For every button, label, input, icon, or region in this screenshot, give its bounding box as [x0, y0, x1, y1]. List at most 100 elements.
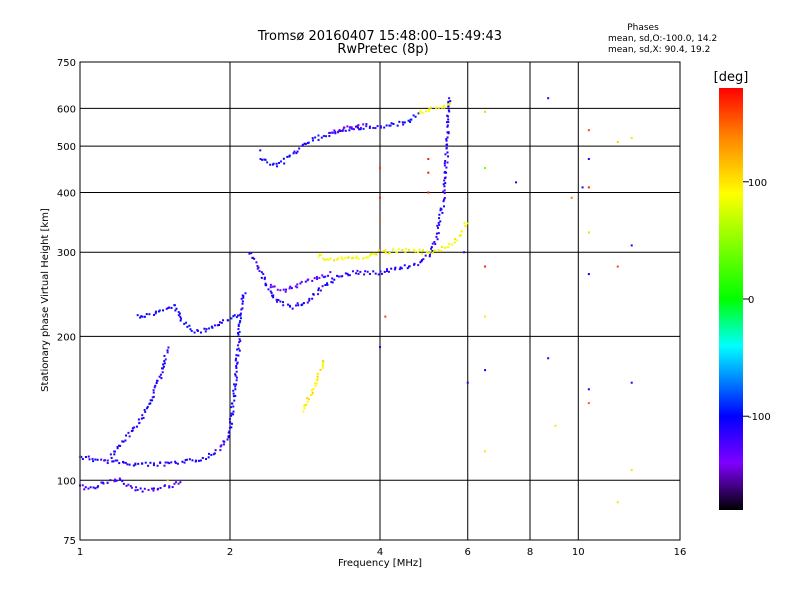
data-point: [164, 461, 167, 464]
data-point: [161, 371, 164, 374]
data-point: [239, 317, 242, 320]
data-point: [290, 287, 293, 290]
data-point: [346, 125, 349, 128]
data-point: [370, 252, 373, 255]
data-point: [312, 387, 315, 390]
data-point: [81, 458, 84, 461]
data-point: [152, 395, 155, 398]
data-point: [271, 294, 274, 297]
data-point: [547, 97, 550, 100]
data-point: [111, 460, 114, 463]
data-point: [379, 167, 381, 170]
data-point: [437, 221, 440, 224]
data-point: [144, 410, 147, 413]
data-point: [232, 405, 235, 408]
data-point: [286, 155, 289, 158]
data-point: [445, 138, 448, 141]
data-point: [441, 106, 444, 109]
data-point: [227, 431, 230, 434]
data-point: [176, 462, 179, 465]
data-point: [168, 486, 171, 489]
data-point: [131, 427, 134, 430]
data-point: [88, 458, 91, 461]
data-point: [264, 282, 267, 285]
data-point: [398, 268, 401, 271]
data-point: [119, 478, 122, 481]
data-point: [334, 130, 337, 133]
data-point: [259, 157, 262, 160]
data-point: [282, 301, 285, 304]
data-point: [116, 459, 119, 462]
data-point: [239, 339, 242, 342]
data-point: [201, 456, 204, 459]
data-point: [153, 462, 156, 465]
data-point: [177, 482, 180, 485]
data-point: [143, 408, 146, 411]
data-point: [296, 286, 299, 289]
data-point: [238, 321, 241, 324]
data-point: [365, 123, 368, 126]
data-point: [443, 106, 446, 109]
data-point: [179, 319, 182, 322]
data-point: [204, 330, 207, 333]
data-point: [164, 358, 167, 361]
data-point: [397, 248, 400, 251]
data-point: [126, 463, 129, 466]
data-point: [241, 300, 244, 303]
data-point: [313, 277, 316, 280]
data-point: [446, 125, 449, 128]
data-point: [373, 252, 376, 255]
data-point: [240, 297, 243, 300]
data-point: [368, 272, 371, 275]
data-point: [484, 167, 487, 170]
data-point: [288, 287, 291, 290]
grid-lines: [80, 62, 680, 540]
y-tick-label: 300: [57, 248, 76, 259]
data-point: [154, 310, 157, 313]
data-point: [466, 381, 469, 384]
data-point: [205, 328, 208, 331]
data-point: [269, 163, 272, 166]
data-point: [322, 134, 325, 137]
data-point: [304, 280, 307, 283]
data-point: [180, 317, 183, 320]
data-point: [156, 464, 159, 467]
data-point: [484, 369, 487, 372]
data-point: [443, 179, 446, 182]
data-point: [428, 108, 431, 111]
data-point: [372, 126, 375, 129]
data-point: [399, 266, 402, 269]
data-point: [337, 275, 340, 278]
data-point: [242, 296, 245, 299]
data-point: [296, 283, 299, 286]
data-point: [166, 479, 169, 482]
data-point: [307, 141, 310, 144]
data-point: [233, 314, 236, 317]
data-point: [236, 348, 239, 351]
data-point: [257, 266, 260, 269]
data-point: [303, 407, 306, 410]
data-point: [229, 421, 232, 424]
data-point: [393, 268, 396, 271]
data-point: [387, 270, 390, 273]
data-point: [279, 289, 282, 292]
data-point: [174, 460, 177, 463]
data-point: [194, 460, 197, 463]
data-point: [269, 290, 272, 293]
data-point: [170, 306, 173, 309]
data-point: [402, 123, 405, 126]
x-tick-label: 8: [527, 547, 533, 558]
data-point: [446, 124, 449, 127]
data-point: [260, 271, 263, 274]
data-point: [587, 231, 590, 234]
data-point: [261, 158, 264, 161]
data-point: [385, 124, 388, 127]
colorbar-ticks: 100 0 -100: [743, 178, 771, 423]
phases-x-mean: mean, sd,X: 90.4, 19.2: [608, 45, 710, 55]
data-points: [78, 97, 633, 504]
data-point: [276, 165, 279, 168]
data-point: [350, 257, 353, 260]
data-point: [175, 307, 178, 310]
data-point: [235, 357, 238, 360]
data-point: [447, 103, 450, 106]
